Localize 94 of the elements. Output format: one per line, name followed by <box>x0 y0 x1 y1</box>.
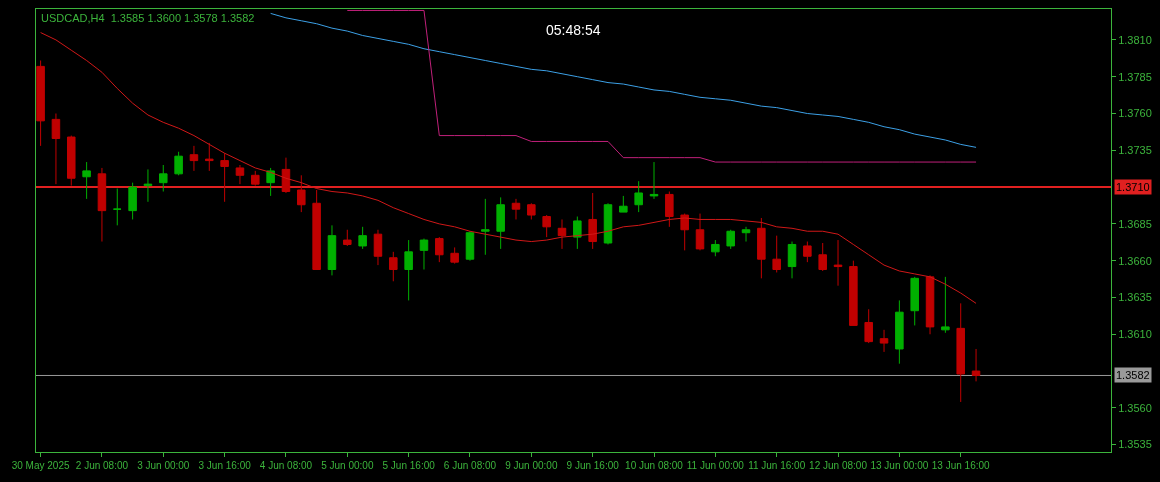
candlestick <box>680 213 689 251</box>
y-tick-label: 1.3660 <box>1118 254 1152 267</box>
line-series <box>270 12 977 148</box>
candlestick <box>435 236 444 263</box>
y-tick-label: 1.3635 <box>1118 291 1152 304</box>
y-tick-label: 1.3535 <box>1118 438 1152 451</box>
candlestick <box>174 151 183 176</box>
x-tick-label: 13 Jun 16:00 <box>931 460 991 471</box>
line-series <box>346 9 977 163</box>
candlestick <box>741 226 751 243</box>
candlestick <box>941 276 950 334</box>
candlestick <box>373 229 383 266</box>
candlestick <box>496 196 505 250</box>
x-tick-label: 5 Jun 16:00 <box>382 460 436 471</box>
annotation: 05:48:54 <box>546 22 601 38</box>
candlestick <box>573 216 582 250</box>
candlestick <box>281 157 291 194</box>
candlestick <box>557 218 567 250</box>
candlestick <box>235 164 245 185</box>
candlestick <box>97 167 107 243</box>
candlestick <box>389 251 398 282</box>
candlestick <box>787 241 797 279</box>
y-tick-label: 1.3685 <box>1118 217 1152 230</box>
candlestick <box>358 226 367 250</box>
x-tick-label: 3 Jun 00:00 <box>137 460 190 471</box>
ref-line-label: 1.3710 <box>1116 181 1150 193</box>
candlestick <box>711 239 720 257</box>
candlestick <box>312 189 321 270</box>
y-tick-label: 1.3785 <box>1118 70 1152 83</box>
x-tick-label: 10 Jun 08:00 <box>625 460 684 471</box>
x-tick-label: 30 May 2025 <box>11 460 70 471</box>
candlestick <box>695 213 705 251</box>
candlestick <box>619 195 628 213</box>
candlestick <box>36 60 45 147</box>
candlestick <box>971 348 981 382</box>
candlestick <box>266 167 275 197</box>
candlestick <box>879 329 889 353</box>
candlestick <box>450 246 459 265</box>
candlestick <box>849 260 858 326</box>
y-tick-label: 1.3560 <box>1118 401 1152 414</box>
candlestick <box>634 180 643 213</box>
y-tick-label: 1.3810 <box>1118 33 1152 46</box>
candlestick <box>603 202 613 245</box>
x-tick-label: 4 Jun 08:00 <box>259 460 313 471</box>
candlestick <box>726 229 735 250</box>
candlestick <box>128 182 137 220</box>
candlestick <box>818 242 827 272</box>
candlestick <box>511 198 521 220</box>
candlestick <box>649 161 659 200</box>
x-tick-label: 9 Jun 00:00 <box>505 460 558 471</box>
y-tick-label: 1.3735 <box>1118 144 1152 157</box>
x-tick-label: 9 Jun 16:00 <box>566 460 620 471</box>
candlestick <box>864 308 873 344</box>
x-tick-label: 2 Jun 08:00 <box>75 460 129 471</box>
candlestick <box>113 188 122 226</box>
candlestick <box>925 274 935 335</box>
candlestick <box>910 276 919 326</box>
candlestick <box>542 214 551 238</box>
candlestick <box>481 198 490 256</box>
candlestick <box>82 161 91 200</box>
candlestick <box>772 235 781 273</box>
y-tick-label: 1.3610 <box>1118 328 1152 341</box>
candlestick <box>895 299 904 365</box>
candlestick <box>527 202 536 220</box>
candlestick <box>588 192 597 250</box>
x-tick-label: 11 Jun 16:00 <box>748 460 806 471</box>
x-tick-label: 13 Jun 00:00 <box>870 460 929 471</box>
candlestick <box>251 170 260 187</box>
candlestick <box>665 191 674 228</box>
candlestick <box>833 239 843 287</box>
x-tick-label: 5 Jun 00:00 <box>321 460 374 471</box>
x-tick-label: 6 Jun 08:00 <box>443 460 497 471</box>
candlestick <box>189 145 199 172</box>
candlestick <box>205 142 214 172</box>
candlestick <box>327 224 337 276</box>
candlestick <box>67 135 76 187</box>
x-tick-label: 3 Jun 16:00 <box>198 460 252 471</box>
x-tick-label: 11 Jun 00:00 <box>686 460 745 471</box>
candlestick <box>803 241 812 263</box>
candlestick <box>297 174 306 213</box>
candlestick <box>343 229 352 247</box>
candlestick <box>159 164 168 192</box>
candlestick <box>51 113 61 185</box>
chart-title: USDCAD,H4 1.3585 1.3600 1.3578 1.3582 <box>41 12 255 24</box>
candlestick <box>956 302 965 403</box>
candlestick <box>465 230 475 262</box>
candlestick <box>419 238 429 270</box>
candlestick <box>757 217 766 279</box>
candlestick <box>220 152 229 203</box>
candlestick <box>404 239 413 301</box>
candlestick <box>143 168 153 203</box>
x-tick-label: 12 Jun 08:00 <box>809 460 868 471</box>
y-tick-label: 1.3760 <box>1118 107 1152 120</box>
ref-line-label: 1.3582 <box>1116 369 1150 381</box>
